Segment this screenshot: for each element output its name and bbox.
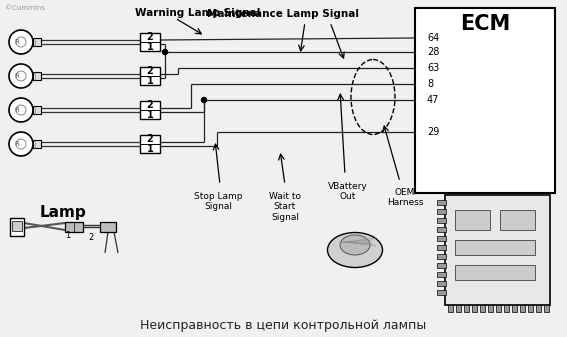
Bar: [472, 305, 477, 312]
Text: ECM: ECM: [460, 14, 510, 34]
Text: Warning Lamp Signal: Warning Lamp Signal: [135, 8, 260, 18]
Bar: [456, 305, 461, 312]
Text: VBattery
Out: VBattery Out: [328, 182, 368, 202]
Circle shape: [201, 97, 206, 102]
Bar: [455, 265, 535, 280]
Text: ©Cummins: ©Cummins: [5, 5, 45, 11]
Circle shape: [9, 132, 33, 156]
Text: 1: 1: [147, 75, 154, 86]
Bar: [437, 245, 446, 250]
Bar: [437, 200, 446, 205]
Bar: [437, 272, 446, 277]
Bar: [10, 218, 24, 236]
Circle shape: [163, 50, 167, 55]
Bar: [33, 106, 41, 114]
Bar: [65, 222, 83, 232]
Bar: [480, 305, 485, 312]
Text: 8: 8: [427, 79, 433, 89]
Bar: [33, 38, 41, 46]
Bar: [415, 8, 555, 193]
Bar: [140, 135, 160, 153]
Text: R: R: [15, 141, 19, 147]
Bar: [12, 221, 22, 231]
Circle shape: [9, 30, 33, 54]
Bar: [437, 290, 446, 295]
Bar: [437, 218, 446, 223]
Bar: [455, 210, 490, 230]
Bar: [520, 305, 525, 312]
Bar: [437, 236, 446, 241]
Text: 63: 63: [427, 63, 439, 73]
Bar: [488, 305, 493, 312]
Bar: [504, 305, 509, 312]
Ellipse shape: [340, 235, 370, 255]
Text: Wait to
Start
Signal: Wait to Start Signal: [269, 192, 301, 222]
Bar: [512, 305, 517, 312]
Text: Stop Lamp
Signal: Stop Lamp Signal: [194, 192, 242, 211]
Text: 1: 1: [147, 41, 154, 52]
Text: 1: 1: [147, 110, 154, 120]
Bar: [33, 72, 41, 80]
Bar: [496, 305, 501, 312]
Ellipse shape: [328, 233, 383, 268]
Text: 2: 2: [147, 100, 154, 111]
Text: 2: 2: [147, 66, 154, 76]
Bar: [437, 281, 446, 286]
Text: 2: 2: [88, 234, 93, 243]
Bar: [437, 254, 446, 259]
Text: 2: 2: [147, 32, 154, 42]
Circle shape: [9, 98, 33, 122]
Bar: [437, 263, 446, 268]
Bar: [33, 140, 41, 148]
Text: 47: 47: [427, 95, 439, 105]
Bar: [140, 67, 160, 85]
Bar: [500, 210, 535, 230]
Bar: [445, 195, 550, 305]
Bar: [437, 209, 446, 214]
Text: 1: 1: [65, 232, 70, 241]
Bar: [528, 305, 533, 312]
Circle shape: [9, 64, 33, 88]
Text: 1: 1: [147, 144, 154, 153]
Bar: [140, 33, 160, 51]
Text: 28: 28: [427, 47, 439, 57]
Bar: [448, 305, 453, 312]
Text: R: R: [15, 73, 19, 79]
Text: OEM
Harness: OEM Harness: [387, 188, 423, 207]
Bar: [464, 305, 469, 312]
Text: Lamp: Lamp: [40, 206, 87, 220]
Bar: [437, 227, 446, 232]
Bar: [455, 240, 535, 255]
Text: Maintenance Lamp Signal: Maintenance Lamp Signal: [207, 9, 359, 19]
Bar: [536, 305, 541, 312]
Bar: [100, 222, 116, 232]
Bar: [544, 305, 549, 312]
Bar: [140, 101, 160, 119]
Text: R: R: [15, 107, 19, 113]
Text: R: R: [15, 39, 19, 45]
Text: Неисправность в цепи контрольной лампы: Неисправность в цепи контрольной лампы: [140, 318, 426, 332]
Text: 2: 2: [147, 134, 154, 145]
Text: 64: 64: [427, 33, 439, 43]
Text: 29: 29: [427, 127, 439, 137]
